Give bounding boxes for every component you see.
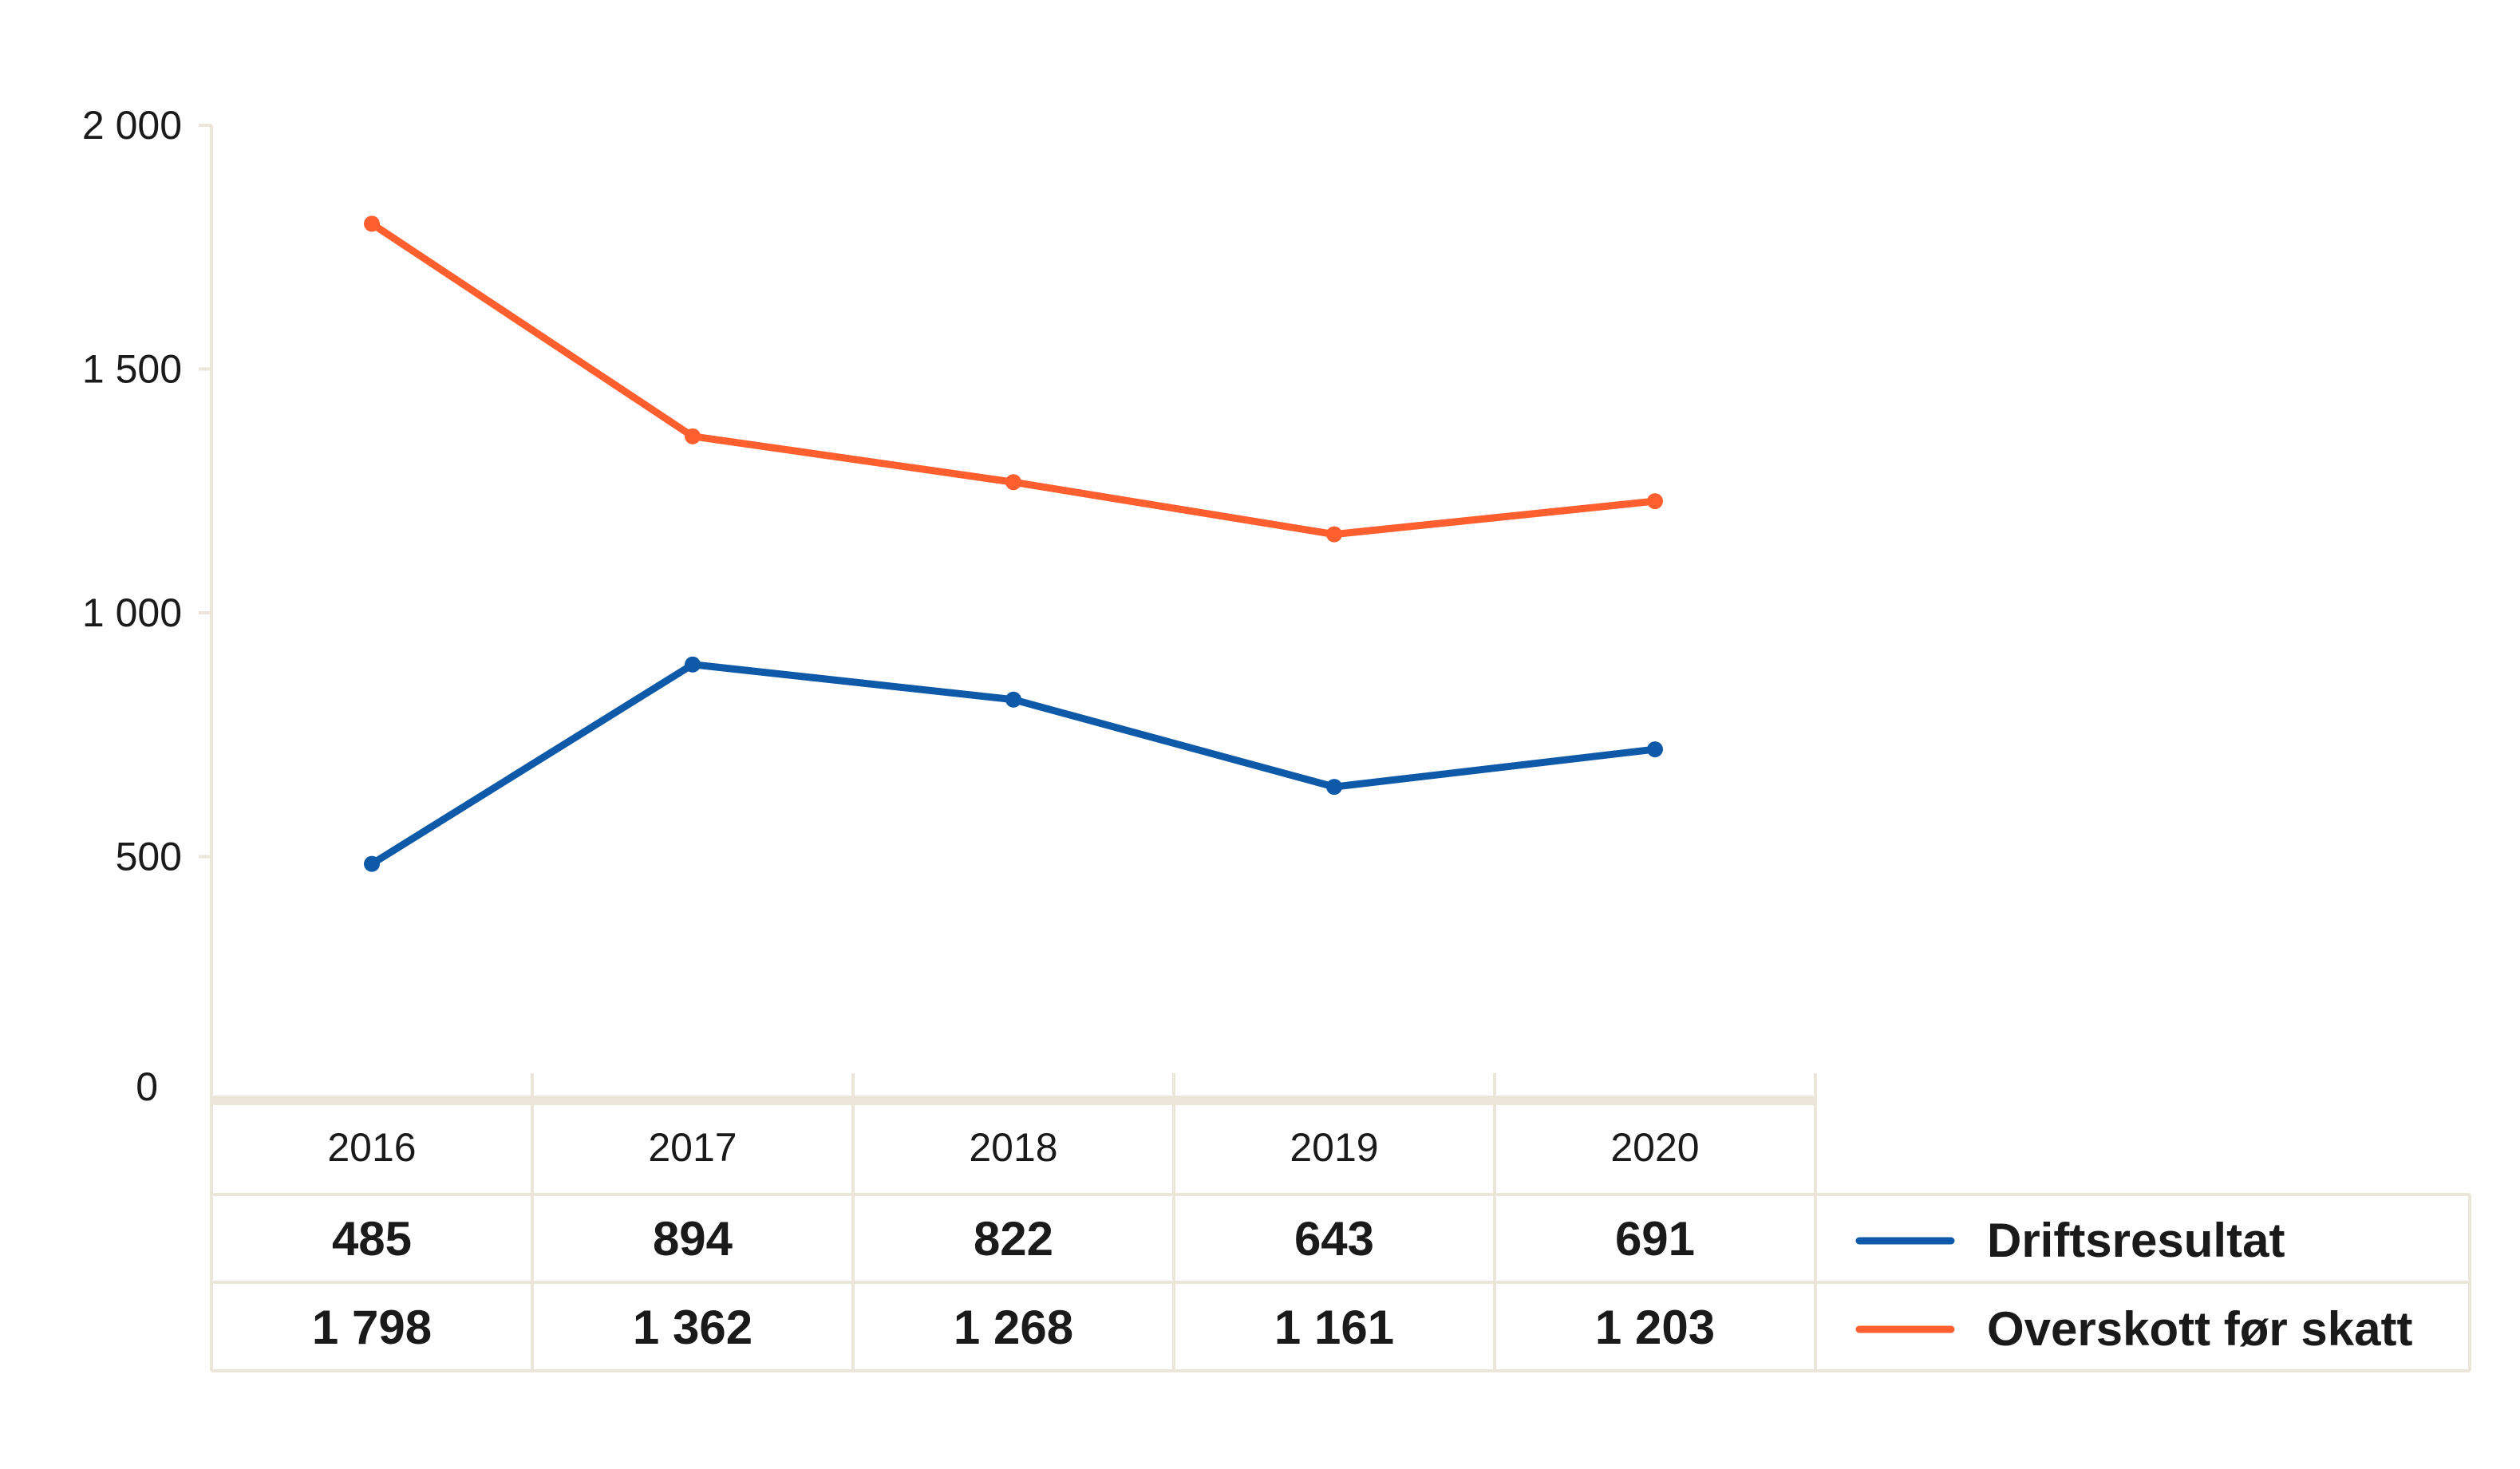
y-tick-label: 500 (116, 835, 182, 879)
data-label: 1 362 (633, 1301, 752, 1354)
data-point (1326, 779, 1342, 796)
x-tick-label: 2020 (1610, 1125, 1699, 1170)
y-tick-label: 1 500 (82, 347, 182, 392)
data-point (1647, 493, 1663, 510)
data-point (685, 428, 701, 444)
series-lines (364, 215, 1663, 872)
data-point (1005, 691, 1021, 708)
data-point (1647, 741, 1663, 758)
data-label: 894 (653, 1212, 733, 1266)
legend-label: Driftsresultat (1987, 1214, 2285, 1267)
x-tick-label: 2016 (327, 1125, 416, 1170)
y-tick-label: 2 000 (82, 103, 182, 148)
data-label: 485 (332, 1212, 412, 1266)
data-label: 822 (974, 1212, 1053, 1266)
data-point (1005, 474, 1021, 491)
data-point (685, 656, 701, 673)
data-label: 1 268 (954, 1301, 1073, 1354)
y-tick-label: 0 (136, 1064, 158, 1109)
data-point (364, 855, 380, 872)
data-label: 643 (1294, 1212, 1374, 1266)
data-table: 2016 2017 2018 2019 2020 485 894 822 643 691 1 798… (210, 1073, 2471, 1372)
y-tick-label: 1 000 (82, 590, 182, 635)
x-tick-label: 2019 (1290, 1125, 1378, 1170)
data-label: 1 203 (1595, 1301, 1715, 1354)
data-point (1326, 526, 1342, 543)
x-tick-label: 2018 (969, 1125, 1057, 1170)
data-label: 1 798 (312, 1301, 432, 1354)
data-label: 691 (1615, 1212, 1695, 1266)
x-tick-label: 2017 (648, 1125, 737, 1170)
data-point (364, 215, 380, 232)
legend-label: Overskott før skatt (1987, 1302, 2413, 1356)
data-label: 1 161 (1274, 1301, 1394, 1354)
legend: Driftsresultat Overskott før skatt (1855, 1214, 2413, 1356)
y-axis: 2 000 1 500 1 000 500 0 (82, 103, 213, 1109)
